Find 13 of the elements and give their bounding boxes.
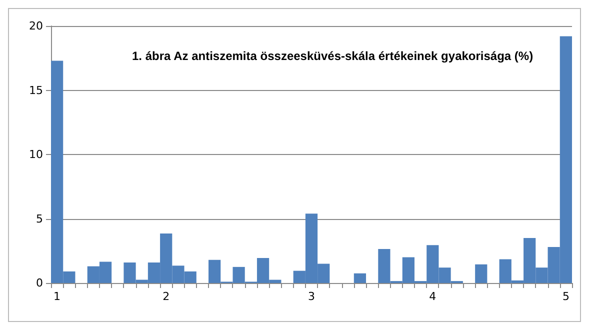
bar (354, 273, 366, 283)
y-tick-label: 20 (29, 20, 43, 32)
y-tick-label: 0 (36, 276, 43, 290)
y-tick-label: 15 (29, 84, 43, 97)
x-tick-label: 5 (562, 290, 570, 303)
x-tick-label: 4 (429, 290, 436, 303)
text: 1. ábra Az antiszemita összeesküvés-skála értékeinek gyakorisága (%) (132, 49, 534, 63)
x-tick-label: 2 (162, 290, 170, 303)
x-tick-label: 3 (308, 290, 315, 303)
x-tick-label: 1 (54, 290, 61, 303)
y-tick-label: 10 (29, 148, 43, 161)
bar (475, 264, 488, 283)
y-tick-label: 5 (36, 212, 43, 226)
